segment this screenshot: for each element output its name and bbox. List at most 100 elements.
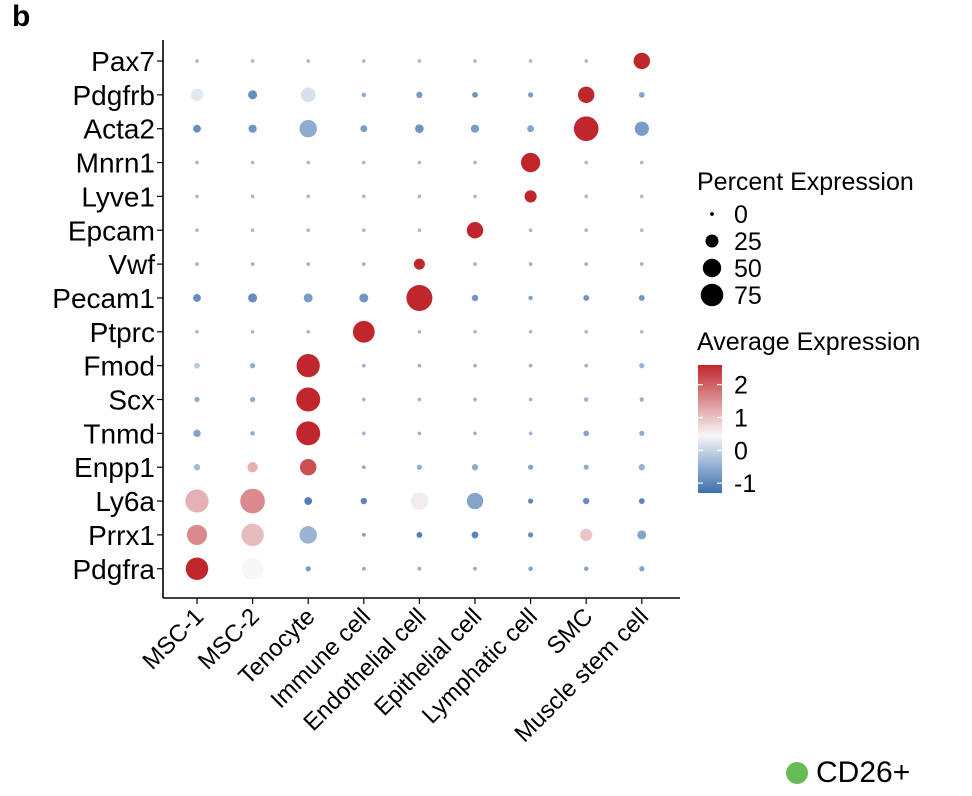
- expression-dot: [528, 464, 534, 470]
- expression-dot: [528, 566, 533, 571]
- size-legend-dot: [710, 212, 714, 216]
- expression-dot: [361, 566, 366, 571]
- gene-label: Tnmd: [83, 418, 155, 449]
- expression-dot: [299, 526, 317, 544]
- expression-dot: [193, 294, 201, 302]
- expression-dot: [248, 124, 257, 133]
- color-legend-label: 0: [734, 437, 748, 465]
- expression-dot: [416, 91, 423, 99]
- expression-dot: [580, 528, 593, 542]
- color-legend-label: 1: [734, 405, 748, 433]
- expression-dot: [360, 125, 368, 133]
- expression-dot: [528, 228, 533, 233]
- expression-dot: [584, 228, 589, 233]
- gene-label: Pdgfrb: [73, 80, 156, 111]
- expression-dot: [241, 523, 264, 547]
- expression-dot: [417, 397, 422, 402]
- expression-dot: [195, 228, 199, 233]
- expression-dot: [247, 462, 258, 473]
- expression-dot: [637, 530, 647, 540]
- expression-dot: [638, 91, 645, 98]
- expression-dot: [583, 566, 589, 571]
- size-legend-label: 0: [734, 201, 748, 229]
- expression-dot: [417, 194, 422, 199]
- gene-label: Lyve1: [81, 181, 155, 212]
- expression-dot: [361, 533, 366, 537]
- expression-dot: [583, 464, 589, 470]
- expression-dot: [584, 363, 589, 368]
- expression-dot: [524, 190, 537, 203]
- expression-dot: [361, 160, 366, 165]
- expression-dot: [410, 492, 429, 510]
- expression-dot: [413, 258, 425, 270]
- size-legend-dot: [705, 234, 719, 248]
- expression-dot: [638, 498, 645, 504]
- expression-dot: [583, 497, 590, 505]
- expression-dot: [528, 363, 533, 368]
- expression-dot: [195, 194, 199, 199]
- expression-dot: [250, 194, 255, 199]
- gene-label: Vwf: [108, 249, 155, 280]
- expression-dot: [472, 91, 478, 98]
- expression-dot: [466, 222, 484, 239]
- expression-dot: [361, 59, 366, 63]
- expression-dot: [639, 329, 644, 334]
- expression-dot: [194, 396, 200, 403]
- expression-dot: [573, 116, 599, 142]
- expression-dot: [473, 566, 477, 571]
- expression-dot: [296, 421, 321, 446]
- expression-dot: [416, 464, 422, 470]
- gene-label: Pdgfra: [73, 554, 156, 585]
- expression-dot: [185, 489, 209, 513]
- expression-dot: [528, 262, 533, 266]
- expression-dot: [417, 363, 422, 368]
- expression-dot: [415, 124, 424, 134]
- expression-dot: [417, 566, 422, 571]
- expression-dot: [528, 92, 534, 98]
- expression-dot: [195, 160, 199, 165]
- expression-dot: [584, 194, 589, 199]
- expression-dot: [241, 557, 264, 580]
- expression-dot: [639, 228, 644, 233]
- cd26-legend: CD26+: [786, 756, 910, 790]
- expression-dot: [473, 262, 477, 266]
- color-legend-label: -1: [734, 470, 756, 498]
- expression-dot: [473, 397, 477, 402]
- expression-dot: [361, 431, 366, 436]
- gene-label: Pax7: [91, 46, 155, 77]
- axes: Pax7PdgfrbActa2Mnrn1Lyve1EpcamVwfPecam1P…: [52, 40, 680, 748]
- gene-label: Prrx1: [88, 520, 155, 551]
- gene-label: Epcam: [68, 215, 155, 246]
- gene-label: Acta2: [83, 114, 155, 145]
- expression-dot: [416, 531, 423, 538]
- expression-dot: [250, 329, 255, 334]
- expression-dot: [195, 262, 199, 266]
- expression-dot: [240, 488, 265, 514]
- expression-dot: [633, 52, 651, 70]
- expression-dot: [417, 329, 422, 334]
- color-legend-title: Average Expression: [697, 328, 920, 356]
- expression-dot: [361, 92, 367, 98]
- expression-dot: [471, 464, 479, 471]
- expression-dot: [638, 295, 645, 301]
- expression-dot: [248, 293, 258, 303]
- expression-dot: [639, 262, 644, 266]
- expression-dot: [639, 397, 645, 402]
- gene-label: Scx: [108, 385, 155, 416]
- expression-dot: [304, 497, 313, 505]
- size-legend-label: 25: [734, 228, 762, 256]
- expression-dot: [185, 557, 209, 581]
- expression-dot: [306, 160, 311, 165]
- expression-dot: [190, 88, 204, 101]
- expression-dot: [195, 329, 199, 334]
- expression-dot: [306, 262, 311, 266]
- gene-label: Pecam1: [52, 283, 155, 314]
- expression-dot: [296, 354, 320, 378]
- expression-dot: [470, 124, 480, 133]
- expression-dot: [248, 90, 258, 100]
- expression-dot: [360, 497, 367, 505]
- expression-dot: [296, 387, 321, 412]
- expression-dot: [361, 465, 366, 470]
- expression-dot: [584, 160, 589, 165]
- expression-dot: [194, 362, 200, 369]
